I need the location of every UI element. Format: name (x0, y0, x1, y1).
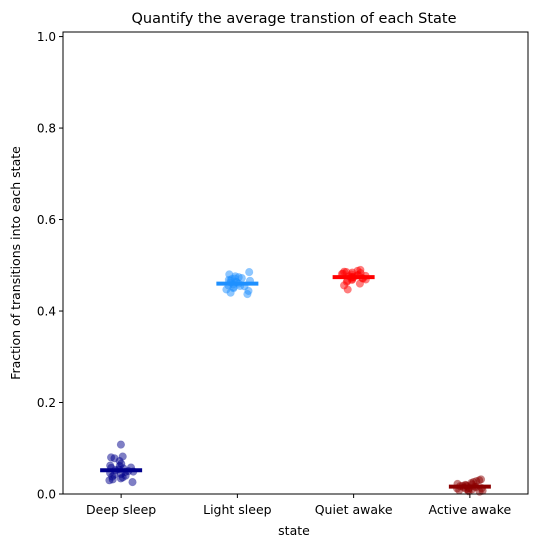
data-point (243, 290, 252, 299)
plot-area (100, 265, 491, 496)
data-point (230, 274, 239, 283)
x-axis: Deep sleep Light sleep Quiet awake Active a… (86, 494, 512, 517)
plot-frame (62, 31, 529, 495)
data-point (226, 288, 235, 297)
x-tick-label: Deep sleep (86, 502, 156, 517)
data-point (343, 285, 352, 294)
data-point (128, 478, 137, 487)
data-point (105, 476, 114, 485)
series-active-awake (448, 475, 491, 496)
data-point (245, 268, 254, 277)
series-light-sleep (216, 268, 259, 299)
series-deep-sleep (100, 440, 143, 487)
y-tick-label: 0.6 (37, 213, 56, 227)
y-tick-label: 1.0 (37, 30, 56, 44)
data-point (116, 474, 125, 483)
chart-title: Quantify the average transtion of each S… (131, 11, 456, 27)
data-point (116, 440, 125, 449)
x-tick-label: Active awake (429, 502, 512, 517)
y-tick-label: 0.8 (37, 122, 56, 136)
x-tick-label: Light sleep (203, 502, 272, 517)
x-tick-label: Quiet awake (315, 502, 393, 517)
x-axis-label: state (278, 523, 310, 538)
y-tick-label: 0.0 (37, 488, 56, 502)
y-axis: 0.0 0.2 0.4 0.6 0.8 1.0 (37, 30, 63, 502)
y-axis-label: Fraction of transitions into each state (8, 146, 23, 380)
series-quiet-awake (332, 265, 375, 294)
y-tick-label: 0.2 (37, 396, 56, 410)
y-tick-label: 0.4 (37, 305, 56, 319)
